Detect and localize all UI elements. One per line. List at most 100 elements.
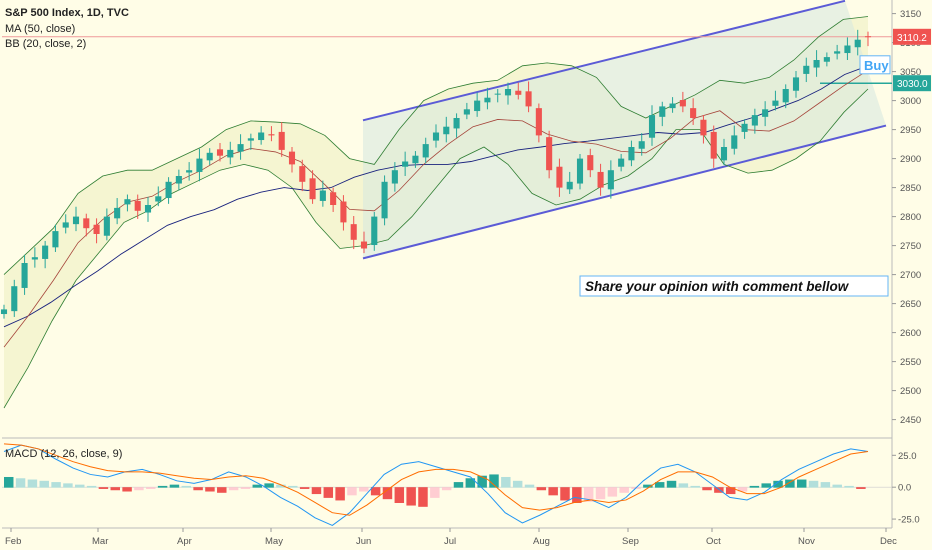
candle-body: [474, 100, 481, 112]
price-tick-label: 3050: [900, 67, 921, 78]
candle-body: [864, 36, 872, 38]
candle-body: [772, 100, 779, 106]
last-price-tag-text: 3110.2: [897, 33, 927, 44]
macd-histogram-bar: [796, 479, 807, 488]
candle-body: [31, 257, 38, 260]
macd-histogram-bar: [323, 487, 334, 498]
candle-body: [782, 89, 789, 103]
candle-body: [371, 216, 378, 246]
macd-histogram-bar: [465, 478, 476, 488]
time-tick-label: May: [265, 536, 283, 547]
candle-body: [196, 158, 203, 172]
macd-legend: MACD (12, 26, close, 9): [5, 448, 123, 460]
candle-body: [72, 216, 80, 225]
candle-body: [648, 115, 656, 138]
candle-body: [587, 155, 594, 171]
candle-body: [360, 241, 368, 249]
macd-histogram-bar: [15, 478, 26, 488]
macd-histogram-bar: [749, 485, 760, 488]
macd-histogram-bar: [856, 487, 866, 489]
candle-body: [268, 134, 275, 136]
macd-histogram-bar: [595, 487, 606, 500]
candle-body: [278, 131, 285, 150]
macd-histogram-bar: [240, 487, 251, 489]
comment-box-text: Share your opinion with comment bellow: [585, 279, 850, 294]
macd-histogram-bar: [678, 483, 689, 488]
macd-histogram-bar: [347, 487, 357, 496]
macd-histogram-bar: [666, 480, 677, 488]
macd-histogram-bar: [418, 487, 428, 507]
candle-body: [854, 39, 861, 48]
candle-body: [504, 89, 512, 96]
macd-histogram-bar: [217, 487, 227, 493]
candle-body: [165, 181, 172, 199]
macd-histogram-bar: [359, 487, 369, 492]
macd-histogram-bar: [264, 483, 274, 488]
candle-body: [710, 131, 717, 159]
candle-body: [546, 137, 553, 171]
candle-body: [618, 158, 625, 167]
macd-histogram-bar: [702, 487, 712, 491]
price-tick-label: 2700: [900, 270, 921, 281]
candle-body: [741, 123, 748, 132]
candle-body: [834, 51, 841, 54]
macd-histogram-bar: [75, 484, 85, 488]
price-tick-label: 2750: [900, 241, 921, 252]
channel-lower-line: [362, 124, 887, 260]
candle-body: [690, 108, 697, 118]
candle-body: [237, 144, 244, 152]
price-tick-label: 2900: [900, 154, 921, 165]
candle-body: [247, 138, 254, 141]
candle-body: [412, 155, 419, 164]
candle-body: [52, 231, 59, 248]
macd-histogram-bar: [193, 487, 203, 491]
candle-body: [330, 192, 337, 205]
channel-fill: [363, 0, 886, 259]
macd-histogram-bar: [157, 485, 168, 488]
macd-tick-label: 0.0: [898, 483, 911, 494]
price-tick-label: 2850: [900, 183, 921, 194]
time-tick-label: Dec: [880, 536, 897, 547]
price-tick-label: 2500: [900, 386, 921, 397]
macd-histogram-bar: [737, 487, 748, 492]
candle-body: [258, 132, 265, 141]
time-tick-label: Jun: [356, 536, 371, 547]
price-tick-label: 2950: [900, 125, 921, 136]
candle-body: [731, 135, 738, 149]
macd-histogram-bar: [477, 475, 487, 488]
candle-body: [597, 171, 604, 188]
macd-histogram-bar: [98, 487, 109, 489]
channel-upper-line: [362, 0, 846, 122]
candle-body: [494, 93, 501, 95]
macd-histogram-bar: [441, 487, 452, 491]
candle-body: [659, 106, 666, 117]
level-tag: [893, 75, 931, 92]
comment-box: [579, 275, 889, 297]
candle-body: [0, 309, 8, 315]
candle-body: [288, 151, 296, 165]
candle-body: [844, 45, 851, 54]
macd-histogram-bar: [832, 484, 842, 488]
macd-histogram-bar: [690, 485, 700, 488]
macd-tick-label: -25.0: [898, 515, 920, 526]
candle-body: [62, 222, 69, 228]
macd-histogram-bar: [181, 485, 192, 488]
candle-body: [103, 216, 110, 236]
macd-histogram-bar: [583, 487, 594, 502]
macd-histogram-bar: [146, 487, 156, 489]
candle-body: [134, 200, 141, 211]
macd-histogram-bar: [548, 487, 558, 496]
bb-legend: BB (20, close, 2): [5, 38, 87, 50]
candle-body: [576, 158, 584, 184]
macd-histogram-bar: [311, 487, 322, 495]
macd-histogram-bar: [714, 487, 724, 493]
candle-body: [206, 152, 213, 161]
candle-body: [463, 109, 470, 115]
macd-histogram-bar: [205, 487, 215, 492]
candle-body: [823, 57, 830, 62]
macd-line: [3, 444, 869, 527]
ma-line: [3, 65, 869, 328]
macd-histogram-bar: [276, 484, 286, 488]
price-tick-label: 2450: [900, 415, 921, 426]
candle-body: [700, 119, 707, 136]
